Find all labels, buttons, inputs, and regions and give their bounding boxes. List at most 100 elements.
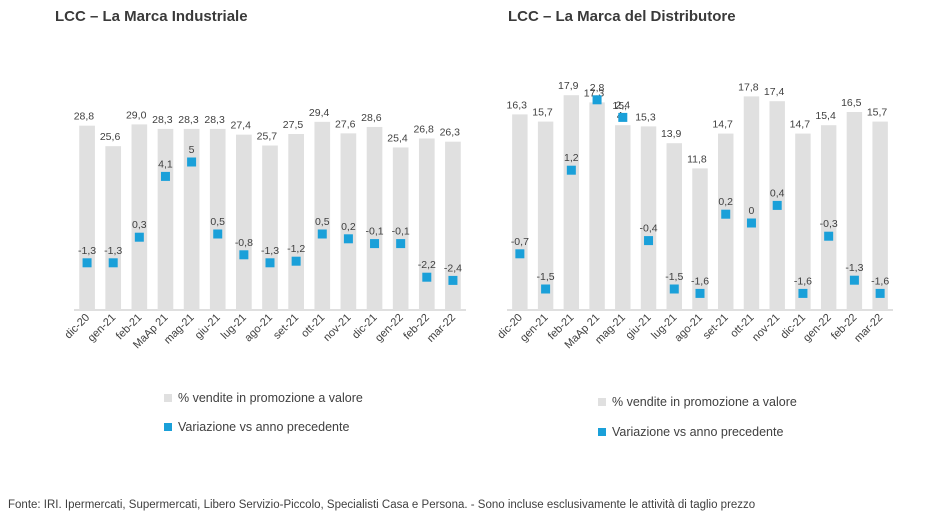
bar-value-label: 15,7 xyxy=(867,107,888,119)
bar-value-label: 11,8 xyxy=(687,153,707,165)
bar xyxy=(795,133,811,310)
legend-label-bar: % vendite in promozione a valore xyxy=(612,395,797,409)
marker-value-label: -1,5 xyxy=(665,271,683,283)
marker-value-label: 0,3 xyxy=(132,219,147,231)
bar xyxy=(236,134,252,310)
bar-value-label: 28,3 xyxy=(178,114,199,126)
legend-item-marker: Variazione vs anno precedente xyxy=(164,420,349,434)
marker-value-label: -1,2 xyxy=(287,243,305,255)
marker-value-label: -1,3 xyxy=(261,245,279,257)
category-tick-label: nov-21 xyxy=(750,312,782,344)
legend-label-bar: % vendite in promozione a valore xyxy=(178,391,363,405)
bar xyxy=(692,168,708,310)
chart-title-right: LCC – La Marca del Distributore xyxy=(508,8,736,25)
bar-value-label: 16,5 xyxy=(841,97,862,109)
bar xyxy=(445,141,461,310)
marker-point xyxy=(239,250,249,260)
bar xyxy=(366,126,383,311)
bar xyxy=(589,102,605,311)
legend-swatch-marker xyxy=(164,422,172,431)
bar xyxy=(209,128,226,310)
bar-value-label: 28,6 xyxy=(361,112,382,124)
bar xyxy=(131,124,148,311)
category-tick-label: giu-21 xyxy=(624,312,654,342)
bar-value-label: 17,4 xyxy=(764,86,785,98)
marker-value-label: -0,4 xyxy=(639,223,657,235)
bar xyxy=(718,133,734,310)
marker-point xyxy=(566,165,576,175)
marker-point xyxy=(644,236,654,246)
bar-value-label: 28,3 xyxy=(152,114,173,126)
bar-value-label: 15,7 xyxy=(532,107,553,119)
marker-value-label: 0,5 xyxy=(210,216,225,228)
marker-point xyxy=(669,284,679,294)
marker-point xyxy=(772,200,782,210)
marker-point xyxy=(213,229,223,239)
marker-value-label: 5 xyxy=(189,144,195,156)
bar-value-label: 14,7 xyxy=(712,119,733,131)
bar xyxy=(262,145,278,310)
bar-value-label: 25,4 xyxy=(387,132,408,144)
marker-point xyxy=(396,239,406,249)
legend-label-marker: Variazione vs anno precedente xyxy=(178,420,350,434)
bar xyxy=(846,112,863,310)
legend-swatch-marker xyxy=(598,427,606,436)
bar xyxy=(820,125,837,310)
marker-point xyxy=(160,171,170,181)
legend-label-marker: Variazione vs anno precedente xyxy=(612,425,784,439)
marker-point xyxy=(343,234,353,244)
marker-point xyxy=(515,249,525,259)
footnote: Fonte: IRI. Ipermercati, Supermercati, L… xyxy=(8,499,756,511)
bar-value-label: 15, xyxy=(612,100,627,112)
marker-value-label: 0,2 xyxy=(718,196,733,208)
marker-point xyxy=(317,229,327,239)
marker-value-label: -0,3 xyxy=(820,218,838,230)
marker-value-label: -2,2 xyxy=(418,259,436,271)
bar-value-label: 29,0 xyxy=(126,109,147,121)
marker-point xyxy=(824,231,834,241)
marker-value-label: -0,7 xyxy=(511,236,529,248)
marker-point xyxy=(422,272,432,282)
legend-swatch-bar xyxy=(164,393,172,402)
marker-value-label: 0,4 xyxy=(770,187,785,199)
marker-point xyxy=(849,275,859,285)
marker-value-label: 4,1 xyxy=(158,158,173,170)
marker-value-label: 2,4 xyxy=(615,99,630,111)
category-tick-label: set-21 xyxy=(701,312,731,342)
marker-point xyxy=(108,258,118,268)
marker-value-label: 2,8 xyxy=(590,82,605,94)
bar xyxy=(288,134,304,310)
legend-item-marker: Variazione vs anno precedente xyxy=(598,425,783,439)
bar-value-label: 27,4 xyxy=(231,120,252,132)
marker-point xyxy=(541,284,551,294)
marker-point xyxy=(291,256,301,266)
bar xyxy=(314,121,331,310)
bar-value-label: 15,4 xyxy=(815,110,836,122)
bar-value-label: 25,7 xyxy=(257,131,278,143)
bar xyxy=(105,146,122,310)
marker-point xyxy=(448,275,458,285)
marker-value-label: -1,5 xyxy=(537,271,555,283)
bar xyxy=(743,96,760,311)
marker-point xyxy=(695,288,705,298)
marker-point xyxy=(592,95,602,105)
marker-value-label: -1,3 xyxy=(845,262,863,274)
bar xyxy=(392,147,409,310)
marker-point xyxy=(134,232,144,242)
bar xyxy=(615,125,631,310)
bar xyxy=(537,121,554,310)
bar-value-label: 16,3 xyxy=(507,99,528,111)
marker-point xyxy=(82,258,92,268)
marker-point xyxy=(370,239,380,249)
marker-value-label: 0,5 xyxy=(315,216,330,228)
bar-value-label: 13,9 xyxy=(661,128,682,140)
marker-value-label: -1,3 xyxy=(78,245,96,257)
marker-point xyxy=(187,157,197,167)
bar xyxy=(418,138,435,310)
bar xyxy=(512,114,528,311)
legend-swatch-bar xyxy=(598,397,606,406)
marker-value-label: 1,2 xyxy=(564,152,579,164)
marker-value-label: -0,8 xyxy=(235,237,253,249)
category-tick-label: mar-22 xyxy=(852,312,885,345)
